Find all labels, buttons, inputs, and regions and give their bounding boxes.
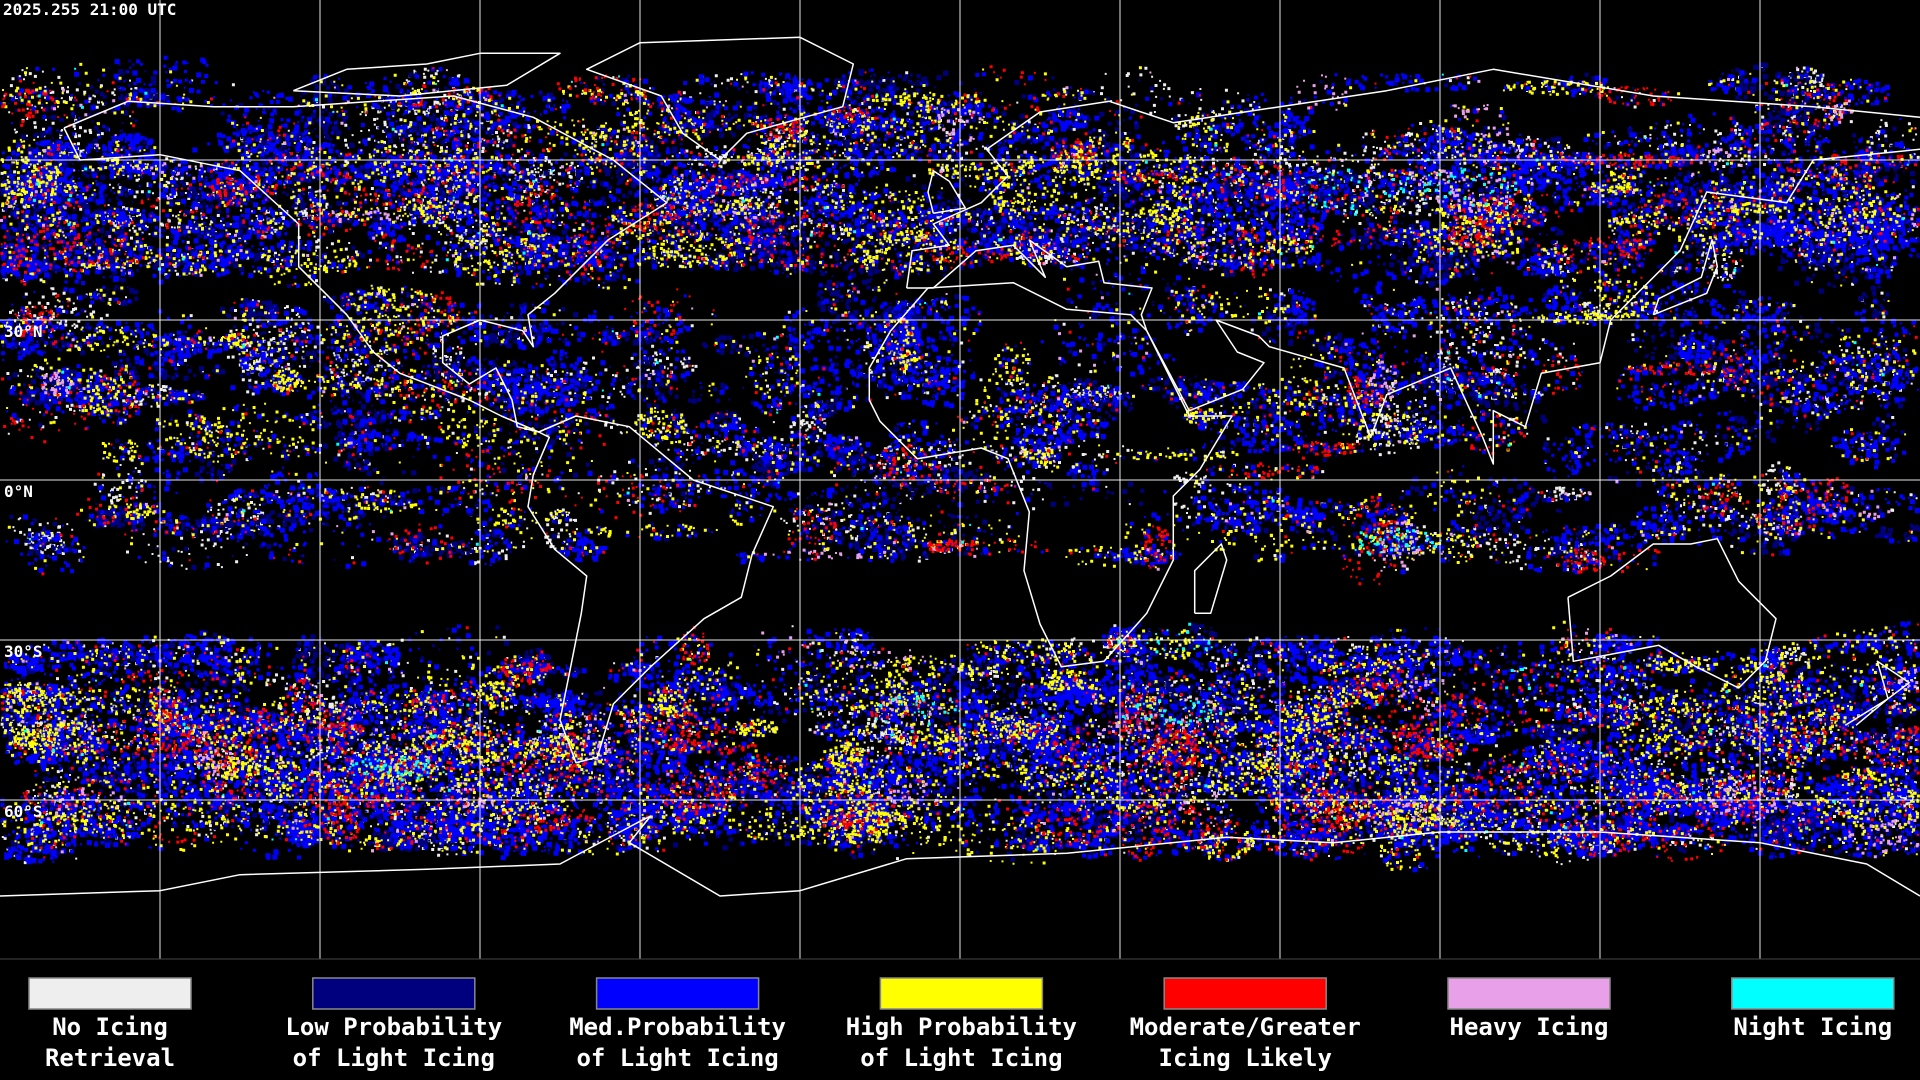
- legend-label: Retrieval: [45, 1044, 175, 1072]
- legend-label: of Light Icing: [860, 1044, 1062, 1072]
- legend-swatch: [595, 977, 760, 1010]
- legend-label: of Light Icing: [293, 1044, 495, 1072]
- latitude-label: 30°N: [4, 322, 43, 341]
- legend-label: Heavy Icing: [1450, 1013, 1609, 1041]
- legend-label: High Probability: [846, 1013, 1077, 1041]
- legend-label: Moderate/Greater: [1130, 1013, 1361, 1041]
- graticule: [0, 0, 1920, 959]
- legend-label: No Icing: [52, 1013, 168, 1041]
- legend-swatch: [312, 977, 476, 1010]
- latitude-label: 30°S: [4, 642, 43, 661]
- legend-swatch: [1163, 977, 1327, 1010]
- coastline: [906, 148, 1920, 465]
- coastline: [1652, 239, 1719, 316]
- coastline: [905, 68, 1920, 289]
- legend-label: Med.Probability: [569, 1013, 786, 1041]
- coastline: [868, 281, 1233, 668]
- legend-label: Icing Likely: [1159, 1044, 1332, 1072]
- latitude-label: 60°S: [4, 802, 43, 821]
- legend-swatch: [1731, 977, 1895, 1010]
- latitude-label: 0°N: [4, 482, 33, 501]
- legend-swatch: [28, 977, 192, 1010]
- coastline: [1567, 537, 1777, 689]
- latitude-labels: 30°N 0°N 30°S 60°S: [4, 322, 43, 821]
- legend-label: of Light Icing: [576, 1044, 778, 1072]
- legend-swatch: [879, 977, 1044, 1010]
- coastline: [527, 415, 775, 764]
- coastline: [1844, 660, 1911, 726]
- coastline: [1193, 543, 1228, 615]
- legend-swatch: [1447, 977, 1611, 1010]
- coastline: [585, 36, 855, 161]
- legend: No Icing Retrieval Low Probability of Light…: [28, 977, 1895, 1072]
- legend-label: Night Icing: [1733, 1013, 1892, 1041]
- coastline: [293, 52, 561, 97]
- coastline: [63, 95, 668, 433]
- timestamp: 2025.255 21:00 UTC: [3, 0, 176, 19]
- legend-label: Low Probability: [285, 1013, 502, 1041]
